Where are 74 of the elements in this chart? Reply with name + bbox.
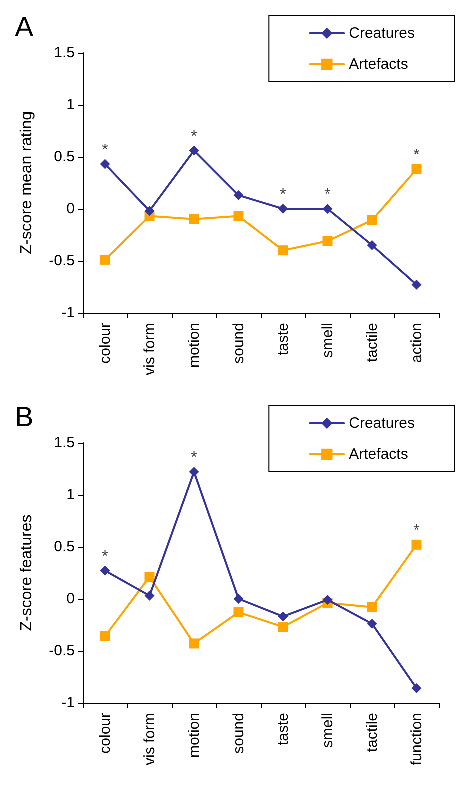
y-tick-label: -1 (62, 694, 75, 712)
legend-label: Creatures (349, 415, 415, 432)
annotation: * (102, 548, 108, 566)
x-tick-label: sound (230, 713, 248, 754)
x-tick-label: function (408, 713, 426, 766)
annotation: * (414, 522, 420, 540)
annotation: * (191, 128, 198, 146)
x-tick-label: smell (319, 713, 336, 748)
point (189, 214, 200, 224)
point (189, 146, 200, 156)
point (144, 590, 155, 601)
x-tick-label: smell (319, 323, 336, 358)
annotation: * (191, 450, 198, 467)
y-tick-label: 1.5 (54, 44, 75, 62)
point (189, 467, 200, 478)
point (278, 246, 288, 256)
x-tick-label: colour (96, 323, 114, 364)
y-axis-title: Z-score features (18, 514, 36, 632)
annotation: * (102, 142, 108, 159)
annotation: * (324, 186, 331, 204)
point (367, 618, 378, 629)
y-tick-label: 0 (66, 590, 75, 608)
x-tick-label: vis form (141, 713, 158, 766)
legend-label: Artefacts (349, 56, 408, 73)
point (100, 159, 110, 170)
legend-label: Creatures (349, 25, 415, 42)
point (367, 240, 378, 250)
chart-title: B (15, 402, 34, 432)
y-tick-label: -0.5 (49, 252, 75, 270)
chart-title: A (15, 12, 34, 42)
y-tick-label: 0.5 (54, 538, 75, 556)
legend-label: Artefacts (349, 446, 408, 463)
point (278, 622, 288, 632)
point (412, 164, 422, 174)
point (234, 608, 244, 618)
point (144, 206, 155, 216)
point (234, 211, 244, 222)
point (189, 638, 200, 649)
point (100, 566, 110, 576)
y-tick-label: 1 (66, 486, 75, 504)
y-tick-label: -0.5 (49, 642, 75, 660)
point (100, 254, 110, 265)
annotation: * (280, 186, 286, 204)
x-tick-label: taste (274, 713, 292, 746)
x-tick-label: tactile (364, 713, 381, 752)
point (278, 612, 288, 622)
x-tick-label: colour (96, 713, 114, 754)
y-tick-label: 0.5 (54, 148, 75, 166)
point (367, 602, 378, 612)
point (412, 540, 422, 550)
point (412, 683, 422, 694)
point (322, 236, 333, 246)
y-tick-label: 1 (66, 96, 75, 114)
y-tick-label: -1 (62, 304, 75, 322)
point (234, 594, 244, 604)
point (322, 595, 333, 606)
x-tick-label: action (408, 323, 426, 364)
x-tick-label: vis form (141, 323, 158, 376)
annotation: * (414, 146, 420, 164)
point (144, 572, 155, 582)
x-tick-label: sound (230, 323, 248, 364)
point (367, 215, 378, 226)
point (100, 631, 110, 642)
x-tick-label: taste (274, 323, 292, 356)
point (412, 280, 422, 290)
x-tick-label: motion (186, 323, 203, 368)
point (278, 204, 288, 214)
x-tick-label: motion (186, 713, 203, 758)
x-tick-label: tactile (364, 323, 381, 362)
y-axis-title: Z-score mean rating (18, 111, 36, 255)
y-tick-label: 0 (66, 200, 75, 218)
y-tick-label: 1.5 (54, 434, 75, 452)
point (322, 204, 333, 214)
point (234, 190, 244, 200)
